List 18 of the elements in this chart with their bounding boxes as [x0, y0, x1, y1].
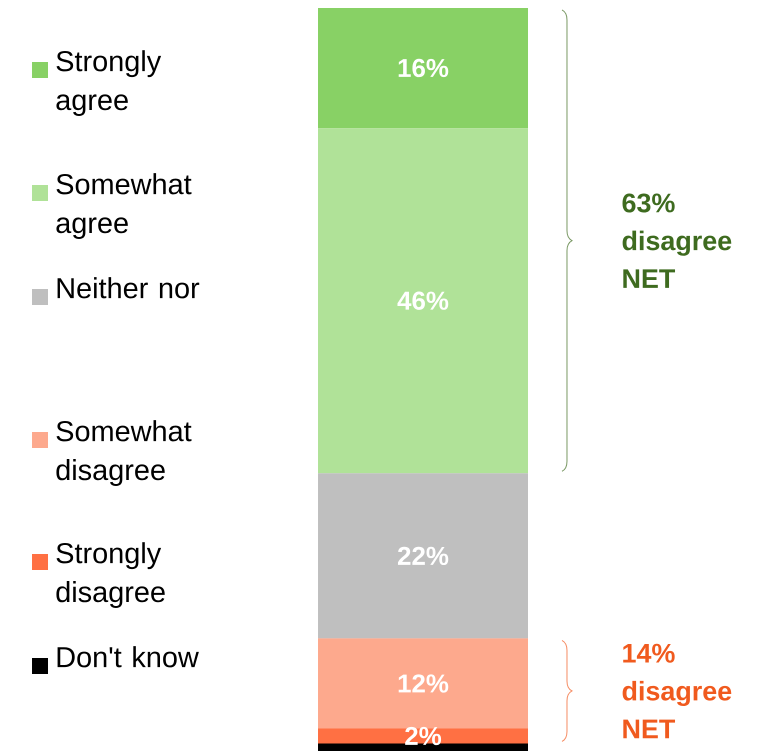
legend-label: Strongly disagree [56, 542, 165, 608]
bar [318, 638, 528, 728]
legend-label: Neither nor [58, 277, 200, 298]
legend-label: Don't know [58, 646, 199, 668]
data-label: 46% [397, 292, 448, 310]
bar [318, 728, 528, 744]
bar [318, 8, 528, 128]
data-label: 22% [398, 546, 448, 566]
legend-label: Strongly agree [56, 50, 162, 116]
bar [318, 128, 528, 474]
text: 14% disagree NET [622, 644, 732, 738]
data-label: 2% [405, 726, 442, 746]
data-label: 16% [398, 58, 448, 78]
legend-label: Somewhat agree [56, 173, 192, 239]
text: 63% disagree NET [622, 193, 732, 288]
data-label: 12% [398, 674, 448, 693]
legend-label: Somewhat disagree [56, 420, 192, 486]
bar [318, 473, 528, 638]
